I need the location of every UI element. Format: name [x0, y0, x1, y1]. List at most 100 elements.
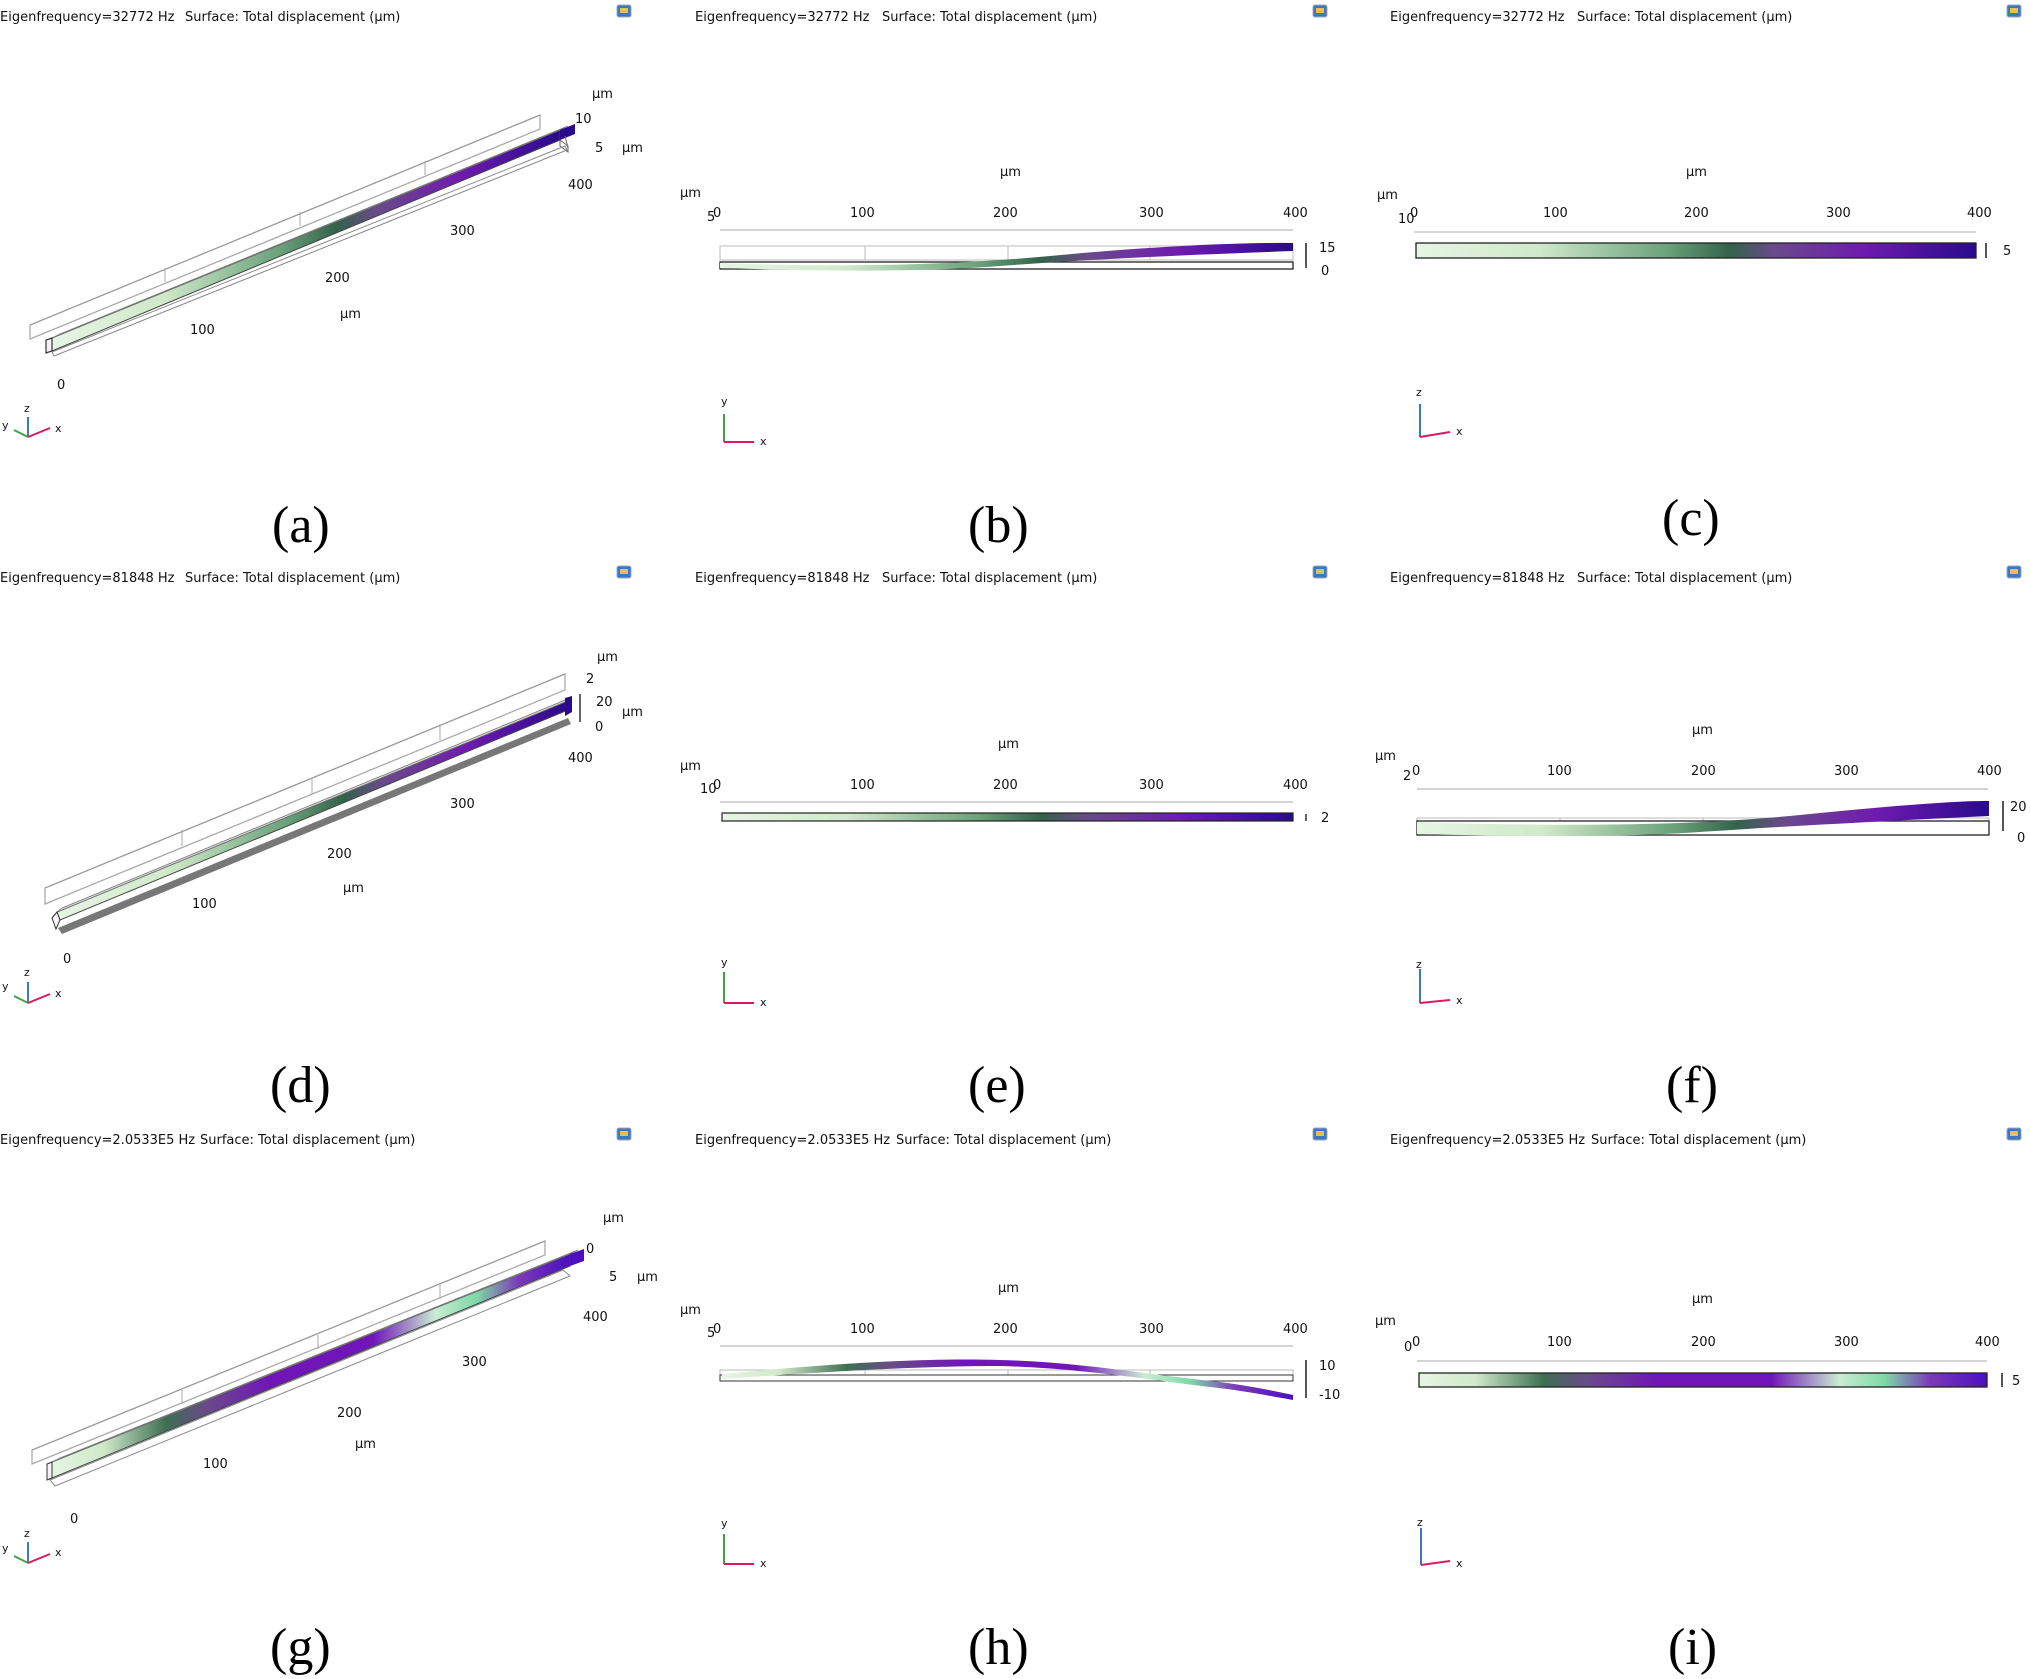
panel-c-tick-x300: 300 — [1826, 206, 1851, 221]
panel-h-side-tick-10: 10 — [1319, 1359, 1336, 1374]
panel-g-view-icon[interactable] — [616, 1127, 632, 1141]
panel-d-tick-x0: 0 — [63, 952, 71, 967]
panel-d-eigenfrequency: Eigenfrequency=81848 Hz — [0, 571, 175, 586]
panel-c-caption: (c) — [1662, 490, 1720, 547]
panel-b-tick-x100: 100 — [850, 206, 875, 221]
panel-h-corner-unit: μm — [680, 1303, 701, 1318]
panel-d-tick-z20: 20 — [596, 695, 613, 710]
panel-h-tick-x200: 200 — [993, 1322, 1018, 1337]
panel-a-axis-triad: y z x — [2, 402, 62, 438]
panel-c-surface-label: Surface: Total displacement (μm) — [1577, 10, 1792, 25]
panel-h-triad-y: y — [721, 1517, 728, 1530]
panel-f-view-icon[interactable] — [2006, 565, 2022, 579]
panel-g-tick-z0: 0 — [586, 1242, 594, 1257]
panel-f-corner-tick: 2 — [1403, 769, 1411, 784]
panel-e-triad-x: x — [760, 996, 767, 1009]
panel-i-view-icon[interactable] — [2006, 1127, 2022, 1141]
panel-f-corner-unit: μm — [1375, 749, 1396, 764]
panel-g-caption: (g) — [270, 1619, 331, 1676]
panel-d-unit-x: μm — [343, 881, 364, 896]
panel-c-beam — [1414, 231, 1987, 259]
panel-e: Eigenfrequency=81848 Hz Surface: Total d… — [680, 565, 1329, 1114]
panel-i-tick-x100: 100 — [1547, 1335, 1572, 1350]
panel-f-tick-x200: 200 — [1691, 764, 1716, 779]
panel-g-unit-y: μm — [637, 1270, 658, 1285]
panel-b-tick-x200: 200 — [993, 206, 1018, 221]
panel-d-view-icon[interactable] — [616, 565, 632, 579]
panel-c-corner-tick: 10 — [1398, 212, 1415, 227]
panel-f-side-tick-0: 0 — [2017, 831, 2025, 846]
panel-b-tick-x400: 400 — [1283, 206, 1308, 221]
panel-c-view-icon[interactable] — [2006, 4, 2022, 18]
panel-g-3d-beam — [31, 1240, 584, 1487]
panel-g-axis-triad: y z x — [2, 1527, 62, 1564]
panel-c-triad-x: x — [1456, 425, 1463, 438]
panel-c-tick-x0: 0 — [1410, 206, 1418, 221]
panel-e-view-icon[interactable] — [1312, 565, 1328, 579]
panel-f-tick-x400: 400 — [1977, 764, 2002, 779]
panel-b-tick-x0: 0 — [713, 206, 721, 221]
panel-d-tick-x300: 300 — [450, 797, 475, 812]
panel-b-axis-triad: y x — [721, 395, 767, 448]
panel-d-tick-x200: 200 — [327, 847, 352, 862]
panel-h-unit-x: μm — [998, 1281, 1019, 1296]
panel-b-unit-x: μm — [1000, 165, 1021, 180]
panel-a-tick-x300: 300 — [450, 224, 475, 239]
panel-a-view-icon[interactable] — [616, 4, 632, 18]
panel-c-axis-triad: z x — [1416, 386, 1463, 438]
panel-i-triad-z: z — [1417, 1516, 1423, 1529]
panel-g-tick-x100: 100 — [203, 1457, 228, 1472]
panel-g-tick-x200: 200 — [337, 1406, 362, 1421]
panel-f-eigenfrequency: Eigenfrequency=81848 Hz — [1390, 571, 1565, 586]
panel-i-unit-x: μm — [1692, 1292, 1713, 1307]
panel-e-tick-x300: 300 — [1139, 778, 1164, 793]
panel-b-triad-y: y — [721, 395, 728, 408]
panel-c-unit-x: μm — [1686, 165, 1707, 180]
panel-d-tick-x400: 400 — [568, 751, 593, 766]
panel-a-tick-x0: 0 — [57, 378, 65, 393]
panel-f-tick-x100: 100 — [1547, 764, 1572, 779]
panel-d: Eigenfrequency=81848 Hz Surface: Total d… — [0, 565, 643, 1114]
panel-a-triad-y: y — [2, 419, 9, 432]
panel-a-tick-x400: 400 — [568, 178, 593, 193]
panel-a-tick-z5: 5 — [595, 141, 603, 156]
panel-b-caption: (b) — [968, 497, 1029, 554]
panel-h-view-icon[interactable] — [1312, 1127, 1328, 1141]
panel-d-3d-beam — [44, 673, 581, 934]
panel-c-tick-x400: 400 — [1967, 206, 1992, 221]
panel-c: Eigenfrequency=32772 Hz Surface: Total d… — [1377, 4, 2022, 547]
panel-g-tick-x400: 400 — [583, 1310, 608, 1325]
panel-h: Eigenfrequency=2.0533E5 Hz Surface: Tota… — [680, 1127, 1340, 1676]
panel-h-eigenfrequency: Eigenfrequency=2.0533E5 Hz — [695, 1133, 890, 1148]
panel-f-tick-x300: 300 — [1834, 764, 1859, 779]
panel-i-triad-x: x — [1456, 1557, 1463, 1570]
panel-b-beam — [719, 229, 1307, 271]
panel-i-tick-x300: 300 — [1834, 1335, 1859, 1350]
panel-b-view-icon[interactable] — [1312, 4, 1328, 18]
panel-e-corner-unit: μm — [680, 759, 701, 774]
panel-b-eigenfrequency: Eigenfrequency=32772 Hz — [695, 10, 870, 25]
panel-i-tick-x200: 200 — [1691, 1335, 1716, 1350]
panel-h-tick-x100: 100 — [850, 1322, 875, 1337]
panel-c-eigenfrequency: Eigenfrequency=32772 Hz — [1390, 10, 1565, 25]
panel-h-axis-triad: y x — [721, 1517, 767, 1570]
panel-g-tick-z5: 5 — [609, 1270, 617, 1285]
panel-b-triad-x: x — [760, 435, 767, 448]
panel-e-side-tick-2: 2 — [1321, 811, 1329, 826]
panel-a-triad-x: x — [55, 422, 62, 435]
panel-i-caption: (i) — [1668, 1619, 1717, 1676]
panel-i-eigenfrequency: Eigenfrequency=2.0533E5 Hz — [1390, 1133, 1585, 1148]
panel-g-unit-x: μm — [355, 1437, 376, 1452]
panel-c-corner-unit: μm — [1377, 188, 1398, 203]
panel-a-unit-y: μm — [622, 141, 643, 156]
panel-f-axis-triad: z x — [1416, 958, 1463, 1007]
panel-g-unit-z: μm — [603, 1211, 624, 1226]
panel-d-tick-z0: 0 — [595, 720, 603, 735]
panel-c-tick-x200: 200 — [1684, 206, 1709, 221]
panel-a-unit-z: μm — [592, 87, 613, 102]
panel-c-triad-z: z — [1416, 386, 1422, 399]
panel-g-tick-x300: 300 — [462, 1355, 487, 1370]
panel-g-triad-x: x — [55, 1546, 62, 1559]
panel-c-side-tick-5: 5 — [2003, 244, 2011, 259]
panel-h-triad-x: x — [760, 1557, 767, 1570]
